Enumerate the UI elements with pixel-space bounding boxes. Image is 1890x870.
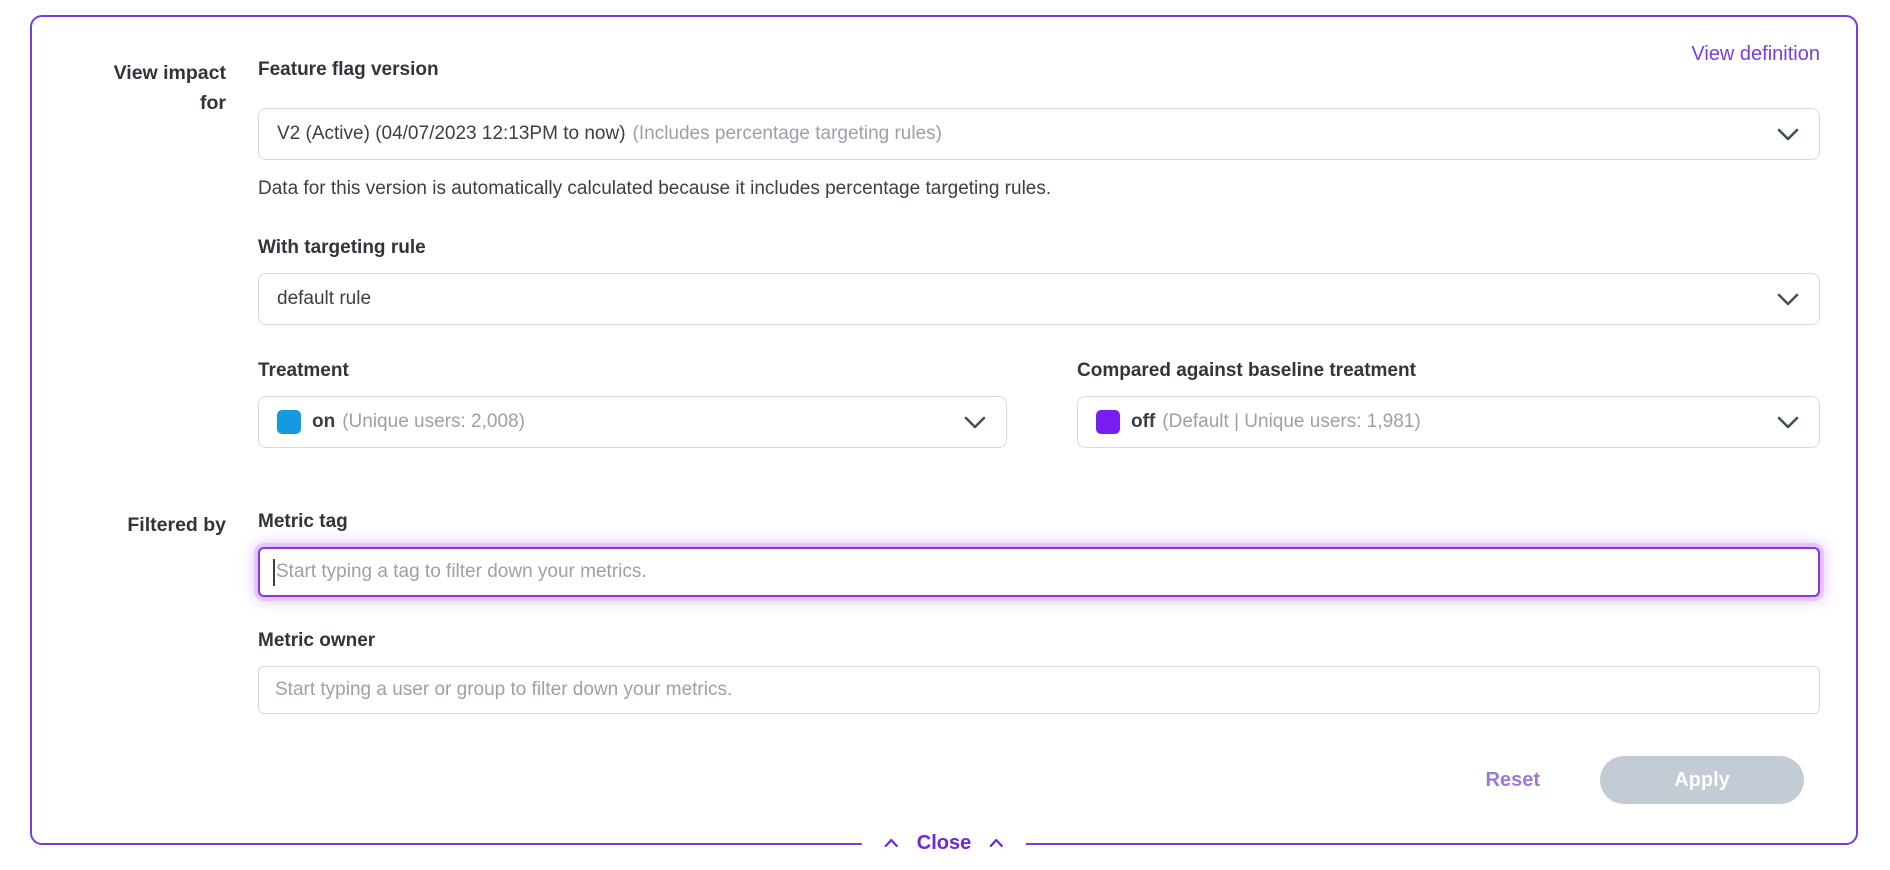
text-caret (273, 559, 275, 586)
treatment-row: Treatment on (Unique users: 2,008) Compa… (258, 359, 1820, 448)
baseline-value: off (1131, 411, 1156, 432)
metric-tag-input[interactable] (258, 547, 1820, 597)
metric-owner-label: Metric owner (258, 630, 376, 651)
view-definition-link[interactable]: View definition (1691, 43, 1820, 65)
filter-panel: View definition View impact for Feature … (30, 15, 1858, 859)
treatment-value-muted: (Unique users: 2,008) (342, 411, 525, 432)
reset-button[interactable]: Reset (1485, 768, 1540, 791)
view-impact-section: Feature flag version V2 (Active) (04/07/… (258, 58, 1820, 448)
treatment-select[interactable]: on (Unique users: 2,008) (258, 396, 1007, 448)
treatment-column: Treatment on (Unique users: 2,008) (258, 359, 1007, 448)
feature-flag-version-label: Feature flag version (258, 59, 439, 80)
targeting-rule-select[interactable]: default rule (258, 273, 1820, 325)
chevron-down-icon (964, 416, 986, 429)
version-helper-text: Data for this version is automatically c… (258, 178, 1052, 199)
view-impact-for-label: View impact for (113, 62, 226, 114)
footer-actions: Reset Apply (32, 756, 1856, 804)
treatment-swatch (277, 410, 301, 434)
treatment-label: Treatment (258, 360, 349, 381)
feature-flag-version-value-muted: (Includes percentage targeting rules) (632, 123, 942, 144)
chevron-up-icon (989, 838, 1004, 848)
filter-form: View impact for Feature flag version V2 … (32, 17, 1856, 714)
baseline-label: Compared against baseline treatment (1077, 360, 1416, 381)
close-panel-button[interactable]: Close (861, 827, 1027, 859)
baseline-swatch (1096, 410, 1120, 434)
chevron-down-icon (1777, 128, 1799, 141)
feature-flag-version-select[interactable]: V2 (Active) (04/07/2023 12:13PM to now) … (258, 108, 1820, 160)
feature-flag-version-value: V2 (Active) (04/07/2023 12:13PM to now) (277, 123, 626, 144)
apply-button[interactable]: Apply (1600, 756, 1804, 804)
filtered-by-section: Metric tag Metric owner (258, 510, 1820, 714)
treatment-value: on (312, 411, 336, 432)
close-label: Close (916, 831, 972, 854)
baseline-column: Compared against baseline treatment off … (1077, 359, 1820, 448)
metric-tag-field (258, 547, 1820, 597)
chevron-down-icon (1777, 416, 1799, 429)
metric-owner-input[interactable] (258, 666, 1820, 714)
targeting-rule-label: With targeting rule (258, 237, 426, 258)
targeting-rule-value: default rule (277, 288, 372, 309)
baseline-select[interactable]: off (Default | Unique users: 1,981) (1077, 396, 1820, 448)
chevron-down-icon (1777, 293, 1799, 306)
filtered-by-label: Filtered by (127, 514, 226, 536)
baseline-value-muted: (Default | Unique users: 1,981) (1162, 411, 1421, 432)
chevron-up-icon (884, 838, 899, 848)
metric-tag-label: Metric tag (258, 511, 348, 532)
